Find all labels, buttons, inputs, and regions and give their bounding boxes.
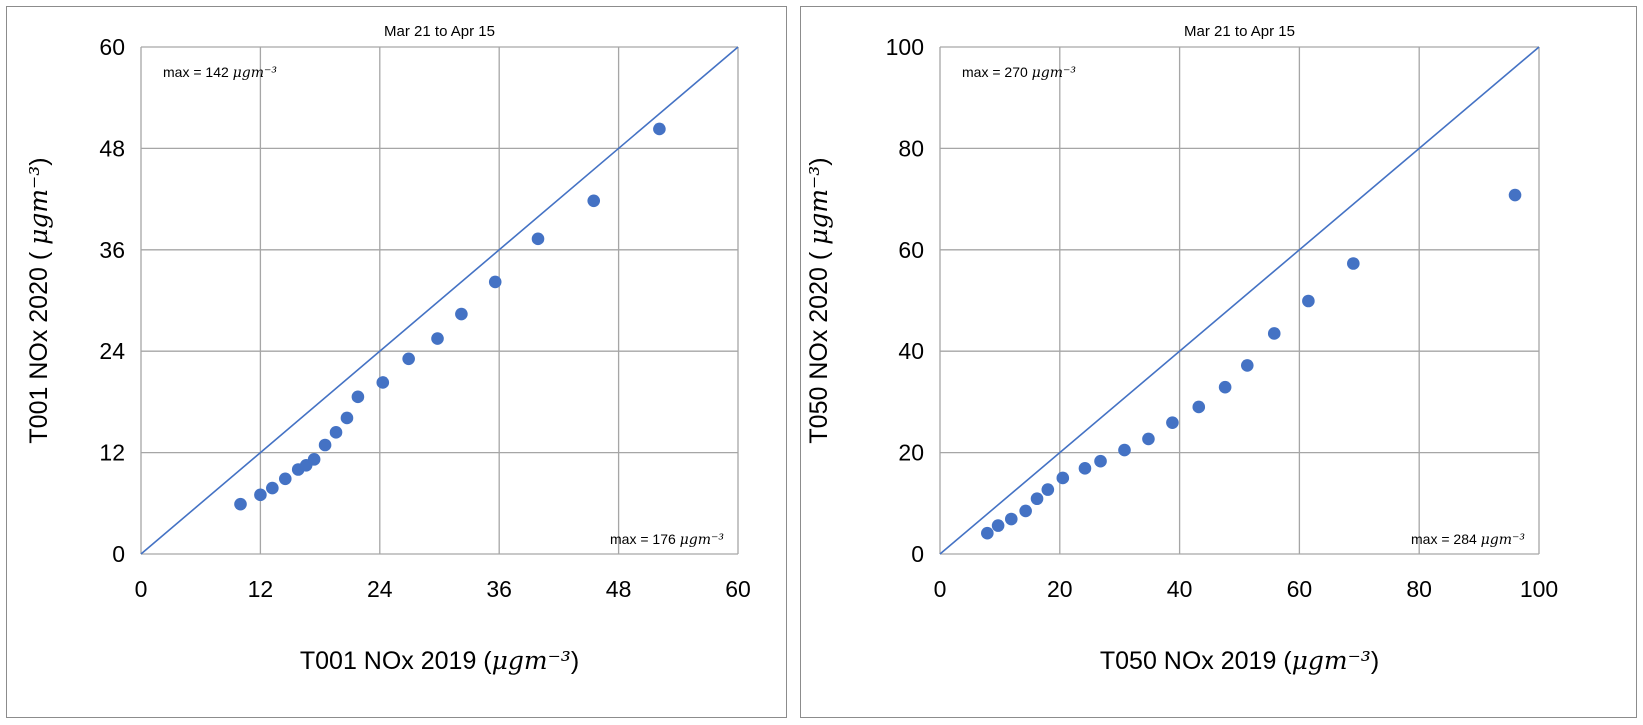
reference-line — [140, 46, 739, 555]
scatter-chart-t001: Mar 21 to Apr 15 0 12 24 36 48 60 0 12 24 36 48 60 T0… — [24, 23, 751, 675]
y-tick-label: 20 — [898, 440, 924, 466]
data-point — [531, 232, 545, 246]
y-tick-label: 40 — [898, 338, 924, 364]
data-point — [1019, 504, 1032, 518]
y-tick-label: 0 — [112, 541, 125, 567]
y-tick-label: 24 — [99, 338, 125, 364]
data-point — [1094, 454, 1107, 468]
data-point — [587, 194, 601, 208]
data-point — [376, 376, 390, 389]
x-tick-label: 40 — [1167, 576, 1193, 602]
x-tick-label: 60 — [725, 576, 751, 602]
y-axis-label: T050 NOx 2020 ( μgm⁻³) — [804, 157, 833, 443]
x-axis-label: T050 NOx 2019 (μgm⁻³) — [1100, 646, 1379, 675]
data-point — [329, 426, 343, 439]
chart-panel-t001: Mar 21 to Apr 15 0 12 24 36 48 60 0 12 24 36 48 60 T0… — [6, 6, 787, 718]
data-point — [340, 411, 354, 425]
annotation-max-top-left: max = 270 μgm⁻³ — [962, 64, 1076, 81]
data-point — [234, 497, 247, 511]
chart-panel-t050: Mar 21 to Apr 15 0 20 40 60 80 100 0 20 40 60 80 100… — [800, 6, 1637, 718]
data-point — [1118, 443, 1131, 457]
x-tick-label: 100 — [1520, 576, 1558, 602]
data-point — [1508, 188, 1522, 202]
x-tick-label: 0 — [934, 576, 947, 602]
data-point — [1192, 400, 1206, 414]
y-tick-label: 0 — [911, 541, 924, 567]
y-tick-label: 60 — [898, 237, 924, 263]
data-point — [991, 519, 1005, 532]
data-point — [1056, 471, 1070, 485]
x-axis-label: T001 NOx 2019 (μgm⁻³) — [300, 646, 579, 675]
gridlines — [939, 46, 1540, 555]
data-point — [1302, 294, 1315, 308]
data-point — [254, 488, 267, 502]
x-tick-label: 12 — [248, 576, 274, 602]
y-axis-label: T001 NOx 2020 ( μgm⁻³) — [24, 157, 53, 443]
y-tick-label: 36 — [99, 237, 125, 263]
data-point — [1041, 483, 1055, 496]
data-point — [1004, 512, 1018, 526]
data-point — [266, 481, 279, 495]
data-point — [981, 526, 994, 540]
data-point — [1240, 359, 1254, 372]
y-tick-label: 60 — [99, 34, 125, 60]
x-tick-label: 0 — [135, 576, 148, 602]
x-tick-label: 24 — [367, 576, 393, 602]
y-tick-label: 80 — [898, 135, 924, 161]
data-point — [1078, 462, 1092, 475]
data-point — [351, 390, 365, 404]
gridlines — [140, 46, 739, 555]
data-point — [1347, 257, 1360, 270]
annotation-max-bottom-right: max = 176 μgm⁻³ — [610, 531, 724, 548]
data-points — [981, 188, 1522, 540]
data-point — [455, 307, 468, 321]
scatter-chart-t050: Mar 21 to Apr 15 0 20 40 60 80 100 0 20 40 60 80 100… — [804, 23, 1558, 675]
data-point — [1030, 492, 1044, 506]
x-tick-label: 48 — [606, 576, 632, 602]
x-tick-label: 60 — [1287, 576, 1313, 602]
x-tick-label: 36 — [486, 576, 512, 602]
y-tick-label: 100 — [886, 34, 924, 60]
data-point — [278, 472, 292, 486]
data-point — [653, 122, 666, 136]
data-point — [1218, 380, 1232, 394]
data-point — [1166, 416, 1179, 429]
annotation-max-top-left: max = 142 μgm⁻³ — [163, 64, 277, 81]
chart-title: Mar 21 to Apr 15 — [1184, 23, 1295, 40]
x-tick-label: 20 — [1047, 576, 1073, 602]
data-point — [1142, 432, 1155, 446]
data-point — [431, 332, 444, 345]
data-point — [1267, 327, 1281, 340]
data-point — [318, 438, 332, 452]
y-tick-label: 48 — [99, 135, 125, 161]
chart-title: Mar 21 to Apr 15 — [384, 23, 495, 40]
data-point — [307, 453, 321, 466]
data-point — [488, 275, 502, 289]
data-points — [234, 122, 666, 511]
data-point — [402, 352, 415, 366]
reference-line — [939, 46, 1540, 555]
annotation-max-bottom-right: max = 284 μgm⁻³ — [1411, 531, 1525, 548]
x-tick-label: 80 — [1406, 576, 1432, 602]
y-tick-label: 12 — [99, 440, 125, 466]
